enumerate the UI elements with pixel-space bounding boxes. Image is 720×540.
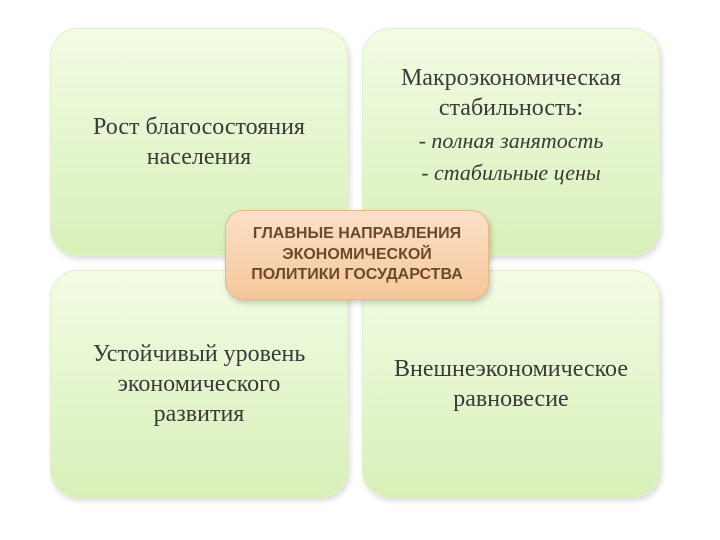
center-line2: ЭКОНОМИЧЕСКОЙ (282, 245, 432, 266)
center-line3: ПОЛИТИКИ ГОСУДАРСТВА (251, 265, 463, 286)
quadrant-tr-sub1: - полная занятость (419, 127, 604, 155)
quadrant-br-text: Внешнеэкономическое равновесие (387, 354, 635, 414)
quadrant-tr-sub2: - стабильные цены (421, 159, 601, 187)
quadrant-bl-text: Устойчивый уровень экономического развит… (75, 339, 323, 429)
quadrant-bottom-left: Устойчивый уровень экономического развит… (50, 270, 348, 498)
quadrant-tl-text: Рост благосостояния населения (75, 112, 323, 172)
quadrant-bottom-right: Внешнеэкономическое равновесие (362, 270, 660, 498)
center-title-box: ГЛАВНЫЕ НАПРАВЛЕНИЯ ЭКОНОМИЧЕСКОЙ ПОЛИТИ… (225, 210, 489, 300)
quadrant-tr-text: Макроэкономическая стабильность: (387, 63, 635, 123)
center-line1: ГЛАВНЫЕ НАПРАВЛЕНИЯ (253, 224, 461, 245)
